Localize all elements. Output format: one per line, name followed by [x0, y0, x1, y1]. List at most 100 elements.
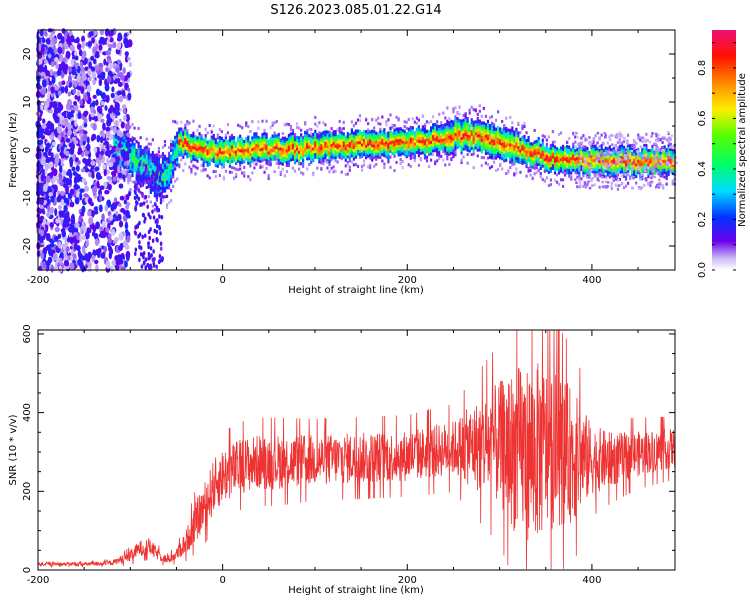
- spectrogram-cell: [358, 114, 362, 118]
- spectrogram-cell: [281, 139, 284, 143]
- spectrogram-cell: [247, 152, 250, 157]
- spectrogram-cell: [497, 146, 500, 150]
- spectrogram-cell: [631, 156, 634, 160]
- spectrogram-cell: [140, 264, 144, 269]
- spectrogram-cell: [212, 133, 215, 138]
- spectrogram-cell: [562, 164, 565, 169]
- spectrogram-cell: [255, 158, 258, 162]
- spectrogram-cell: [633, 149, 636, 153]
- spectrogram-cell: [149, 246, 153, 251]
- spectrogram-cell: [647, 154, 650, 158]
- spectrogram-cell: [425, 120, 429, 124]
- spectrogram-cell: [434, 143, 437, 147]
- spectrogram-cell: [230, 139, 234, 143]
- spectrogram-cell: [342, 152, 345, 156]
- spectrogram-cell: [468, 132, 471, 136]
- spectrogram-cell: [133, 251, 137, 257]
- spectrogram-cell: [338, 132, 341, 136]
- spectrogram-cell: [141, 154, 144, 158]
- spectrogram-cell: [576, 148, 579, 152]
- spectrogram-cell: [393, 137, 396, 141]
- spectrogram-cell: [155, 229, 159, 235]
- spectrogram-cell: [80, 229, 85, 235]
- spectrogram-cell: [379, 150, 382, 154]
- spectrogram-cell: [525, 174, 528, 178]
- spectrogram-cell: [106, 144, 110, 151]
- spectrogram-cell: [322, 162, 325, 166]
- spectrogram-cell: [525, 141, 528, 146]
- spectrogram-cell: [214, 175, 217, 179]
- spectrogram-cell: [57, 134, 62, 141]
- spectrogram-cell: [161, 172, 165, 176]
- spectrogram-cell: [456, 137, 459, 141]
- spectrogram-cell: [194, 152, 197, 156]
- spectrogram-cell: [407, 150, 410, 154]
- spectrogram-cell: [411, 143, 414, 147]
- spectrogram-cell: [82, 157, 87, 164]
- spectrogram-cell: [287, 133, 291, 137]
- spectrogram-cell: [208, 123, 211, 127]
- spectrogram-cell: [442, 111, 445, 115]
- spectrogram-cell: [344, 173, 347, 177]
- spectrogram-cell: [194, 135, 197, 139]
- spectrogram-cell: [310, 151, 313, 156]
- spectrogram-cell: [167, 163, 171, 167]
- spectrogram-cell: [478, 122, 481, 126]
- spectrogram-cell: [255, 138, 258, 142]
- spectrogram-cell: [251, 139, 254, 143]
- spectrogram-cell: [371, 129, 374, 133]
- spectrogram-cell: [655, 144, 658, 148]
- spectrogram-cell: [643, 158, 646, 162]
- spectrogram-cell: [326, 144, 329, 149]
- spectrogram-cell: [470, 153, 473, 157]
- spectrogram-cell: [442, 129, 445, 133]
- spectrogram-cell: [468, 137, 471, 141]
- spectrogram-cell: [79, 192, 83, 201]
- spectrogram-cell: [541, 161, 544, 165]
- spectrogram-cell: [509, 154, 512, 158]
- spectrogram-cell: [255, 162, 258, 166]
- spectrogram-cell: [52, 36, 56, 45]
- spectrogram-cell: [555, 164, 559, 168]
- spectrogram-cell: [145, 174, 148, 178]
- spectrogram-cell: [49, 69, 54, 76]
- spectrogram-cell: [180, 141, 183, 146]
- spectrogram-cell: [111, 86, 115, 93]
- spectrogram-cell: [543, 155, 546, 159]
- spectrogram-cell: [257, 120, 260, 124]
- spectrogram-cell: [334, 153, 337, 157]
- spectrogram-cell: [300, 153, 303, 157]
- spectrogram-cell: [273, 140, 276, 144]
- spectrogram-cell: [429, 126, 433, 130]
- spectrogram-cell: [647, 174, 650, 179]
- spectrogram-cell: [438, 147, 441, 152]
- spectrogram-cell: [44, 69, 51, 77]
- spectrogram-cell: [322, 156, 325, 161]
- spectrogram-cell: [511, 163, 514, 167]
- spectrogram-cell: [641, 177, 644, 181]
- spectrogram-cell: [145, 154, 148, 158]
- spectrogram-cell: [267, 174, 270, 178]
- spectrogram-cell: [454, 115, 457, 119]
- spectrogram-cell: [224, 147, 228, 151]
- spectrogram-cell: [488, 166, 492, 170]
- spectrogram-cell: [57, 194, 62, 203]
- spectrogram-cell: [499, 130, 502, 134]
- spectrogram-cell: [456, 128, 459, 132]
- spectrogram-cell: [616, 161, 620, 165]
- spectrogram-cell: [622, 145, 626, 150]
- spectrogram-cell: [488, 126, 492, 131]
- spectrogram-cell: [635, 171, 638, 176]
- spectrogram-cell: [588, 174, 591, 178]
- spectrogram-cell: [279, 149, 282, 154]
- spectrogram-cell: [135, 168, 138, 173]
- spectrogram-cell: [633, 146, 636, 151]
- spectrogram-cell: [480, 138, 483, 142]
- spectrogram-cell: [155, 198, 158, 202]
- spectrogram-cell: [466, 145, 469, 149]
- spectrogram-cell: [344, 135, 347, 139]
- spectrogram-cell: [389, 135, 392, 139]
- spectrogram-cell: [344, 150, 347, 154]
- spectrogram-cell: [330, 166, 333, 170]
- spectrogram-cell: [304, 122, 307, 126]
